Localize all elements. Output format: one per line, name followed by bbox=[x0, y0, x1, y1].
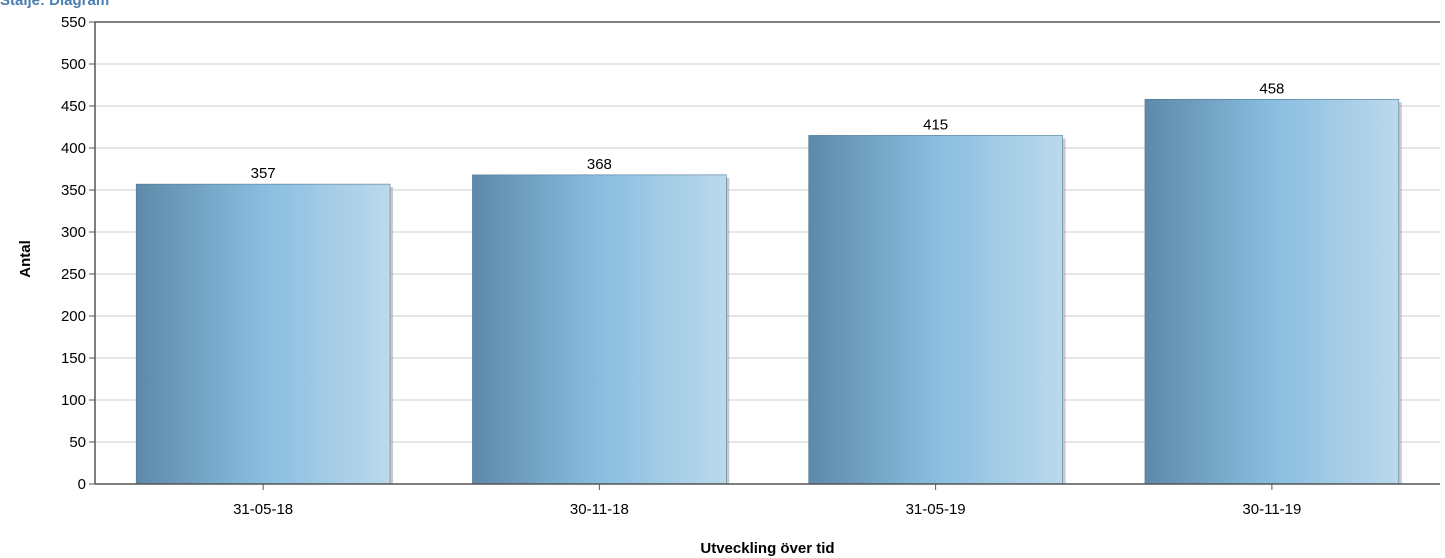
bar-30-11-19 bbox=[1144, 98, 1400, 485]
y-tick-label: 150 bbox=[61, 350, 86, 367]
x-tick-label: 31-05-19 bbox=[906, 501, 966, 518]
y-tick-label: 450 bbox=[61, 98, 86, 115]
chart-title: Stalje: Diagram bbox=[0, 0, 110, 9]
data-label: 357 bbox=[251, 165, 276, 182]
y-tick-label: 100 bbox=[61, 392, 86, 409]
y-tick-label: 50 bbox=[69, 434, 86, 451]
y-tick-label: 200 bbox=[61, 308, 86, 325]
y-tick-label: 350 bbox=[61, 182, 86, 199]
data-label: 368 bbox=[587, 156, 612, 173]
x-tick-label: 31-05-18 bbox=[233, 501, 293, 518]
y-axis-title: Antal bbox=[17, 240, 34, 278]
y-tick-label: 400 bbox=[61, 140, 86, 157]
x-axis-title: Utveckling över tid bbox=[700, 540, 834, 557]
y-tick-label: 0 bbox=[78, 476, 86, 493]
x-tick-label: 30-11-19 bbox=[1242, 501, 1301, 518]
x-tick-label: 30-11-18 bbox=[570, 501, 629, 518]
data-label: 458 bbox=[1259, 80, 1284, 97]
axes bbox=[89, 21, 1440, 490]
y-tick-label: 550 bbox=[61, 14, 86, 31]
y-tick-label: 300 bbox=[61, 224, 86, 241]
bars bbox=[135, 98, 1402, 485]
bar-31-05-18 bbox=[135, 183, 391, 485]
bar-31-05-19 bbox=[808, 135, 1063, 485]
y-tick-label: 250 bbox=[61, 266, 86, 283]
y-tick-label: 500 bbox=[61, 56, 86, 73]
data-label: 415 bbox=[923, 116, 948, 133]
labels: 0 50 100 150 200 250 300 350 400 450 500 550 357 31-0… bbox=[61, 14, 1301, 518]
bar-30-11-18 bbox=[472, 174, 727, 485]
